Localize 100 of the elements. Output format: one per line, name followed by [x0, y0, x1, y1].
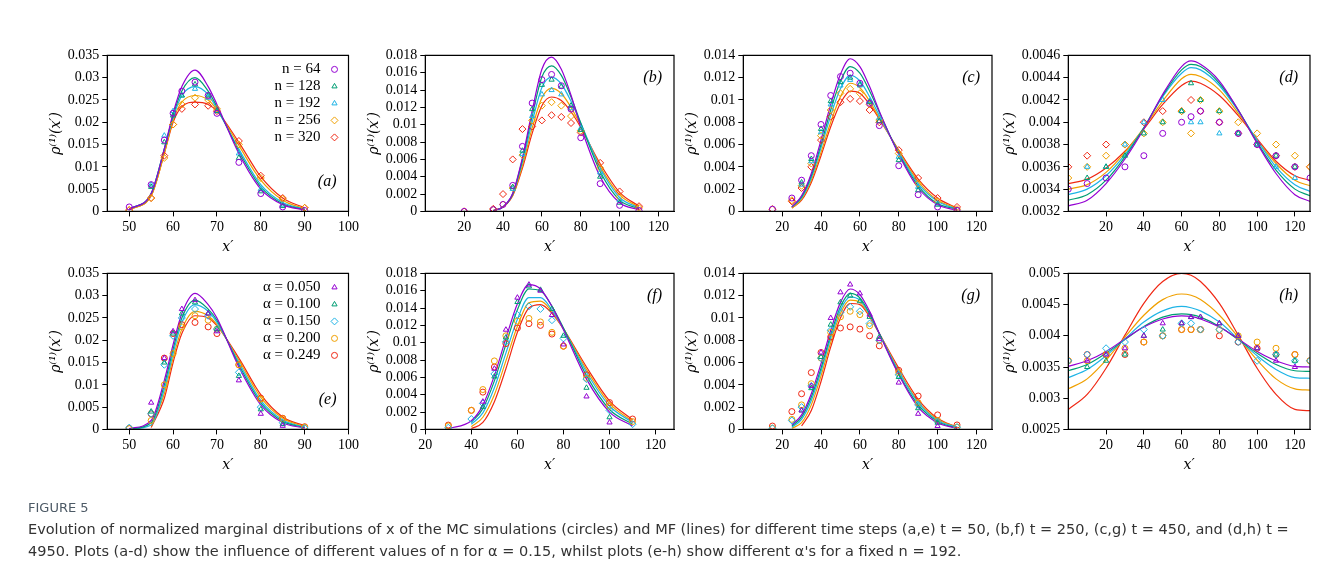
y-tick-label: 0.0044	[1021, 69, 1061, 85]
x-axis-title: x′	[862, 238, 875, 255]
annotation: (h)	[1279, 285, 1298, 304]
x-tick-label: 20	[1099, 219, 1114, 235]
legend-label: n = 256	[274, 111, 321, 128]
y-tick-label: 0.018	[385, 265, 418, 281]
y-axis-title: ρ⁽¹⁾(x′)	[683, 112, 700, 156]
x-tick-label: 40	[814, 219, 829, 235]
y-tick-label: 0.0032	[1021, 203, 1061, 219]
x-tick-label: 100	[609, 219, 631, 235]
x-tick-label: 40	[1136, 437, 1151, 453]
x-tick-label: 80	[891, 219, 906, 235]
y-tick-label: 0.018	[385, 47, 418, 63]
y-tick-label: 0.002	[703, 180, 736, 196]
legend-label: n = 320	[274, 128, 321, 145]
x-tick-label: 100	[927, 219, 949, 235]
annotation: (f)	[646, 285, 662, 304]
y-tick-label: 0.0035	[1021, 358, 1061, 374]
y-tick-label: 0.002	[385, 185, 418, 201]
y-tick-label: 0.004	[385, 168, 418, 184]
y-tick-label: 0.0038	[1021, 136, 1061, 152]
y-tick-label: 0.025	[67, 309, 100, 325]
y-tick-label: 0.015	[67, 136, 100, 152]
y-tick-label: 0.006	[703, 354, 736, 370]
annotation: (d)	[1279, 67, 1298, 86]
x-tick-label: 40	[1136, 219, 1151, 235]
y-tick-label: 0.0042	[1021, 91, 1061, 107]
x-tick-label: 120	[645, 437, 667, 453]
y-tick-label: 0.016	[385, 282, 418, 298]
y-tick-label: 0.03	[74, 69, 100, 85]
x-axis-title: x′	[1183, 456, 1196, 473]
x-tick-label: 20	[775, 437, 790, 453]
y-tick-label: 0.035	[67, 265, 100, 281]
x-tick-label: 90	[297, 437, 312, 453]
y-tick-label: 0.006	[385, 369, 418, 385]
x-tick-label: 60	[1174, 437, 1189, 453]
y-tick-label: 0.035	[67, 47, 100, 63]
x-tick-label: 60	[166, 219, 181, 235]
y-tick-label: 0.01	[710, 309, 736, 325]
x-tick-label: 80	[1212, 219, 1227, 235]
annotation: (g)	[961, 285, 980, 304]
y-tick-label: 0.004	[703, 158, 736, 174]
y-tick-label: 0	[728, 203, 736, 219]
y-tick-label: 0.015	[67, 354, 100, 370]
x-tick-label: 120	[1284, 437, 1306, 453]
legend-label: n = 128	[274, 77, 321, 94]
x-axis-title: x′	[222, 238, 235, 255]
y-tick-label: 0.012	[703, 287, 736, 303]
x-tick-label: 20	[775, 219, 790, 235]
text: FIGURE 5	[28, 500, 90, 515]
y-tick-label: 0.012	[703, 69, 736, 85]
y-tick-label: 0.014	[385, 81, 418, 97]
annotation: (c)	[962, 67, 980, 86]
annotation: (e)	[318, 389, 337, 408]
y-axis-title: ρ⁽¹⁾(x′)	[47, 330, 64, 374]
annotation: (a)	[317, 171, 337, 190]
y-tick-label: 0.01	[74, 376, 100, 392]
legend-label: n = 192	[274, 94, 321, 111]
y-tick-label: 0.005	[1028, 265, 1061, 281]
x-tick-label: 60	[510, 437, 525, 453]
y-tick-label: 0.006	[385, 151, 418, 167]
y-tick-label: 0.0045	[1021, 296, 1061, 312]
y-tick-label: 0.014	[703, 265, 736, 281]
x-tick-label: 120	[965, 437, 987, 453]
x-tick-label: 60	[166, 437, 181, 453]
y-axis-title: ρ⁽¹⁾(x′)	[683, 330, 700, 374]
y-tick-label: 0.025	[67, 91, 100, 107]
y-tick-label: 0.01	[392, 116, 418, 132]
x-tick-label: 80	[253, 437, 268, 453]
x-tick-label: 80	[1212, 437, 1227, 453]
y-tick-label: 0.008	[703, 113, 736, 129]
x-tick-label: 100	[1246, 437, 1268, 453]
y-tick-label: 0.004	[1028, 327, 1061, 343]
y-tick-label: 0.004	[385, 386, 418, 402]
x-axis-title: x′	[222, 456, 235, 473]
y-tick-label: 0	[92, 421, 100, 437]
y-tick-label: 0.004	[1028, 113, 1061, 129]
legend-label: α = 0.200	[262, 329, 321, 346]
y-axis-title: ρ⁽¹⁾(x′)	[365, 112, 382, 156]
y-tick-label: 0.012	[385, 99, 418, 115]
y-tick-label: 0.004	[703, 376, 736, 392]
x-axis-title: x′	[1183, 238, 1196, 255]
y-tick-label: 0.0025	[1021, 421, 1061, 437]
y-tick-label: 0	[410, 421, 418, 437]
x-tick-label: 100	[338, 437, 359, 453]
y-tick-label: 0.003	[1028, 389, 1061, 405]
x-tick-label: 40	[814, 437, 829, 453]
x-tick-label: 80	[556, 437, 571, 453]
x-tick-label: 80	[253, 219, 268, 235]
x-tick-label: 100	[1246, 219, 1268, 235]
y-tick-label: 0.0036	[1021, 158, 1061, 174]
y-tick-label: 0.008	[703, 331, 736, 347]
y-tick-label: 0	[92, 203, 100, 219]
x-tick-label: 120	[965, 219, 987, 235]
legend-label: α = 0.150	[262, 312, 321, 329]
x-axis-title: x′	[862, 456, 875, 473]
y-tick-label: 0.002	[703, 398, 736, 414]
y-axis-title: ρ⁽¹⁾(x′)	[47, 112, 64, 156]
y-tick-label: 0.012	[385, 317, 418, 333]
y-tick-label: 0	[728, 421, 736, 437]
